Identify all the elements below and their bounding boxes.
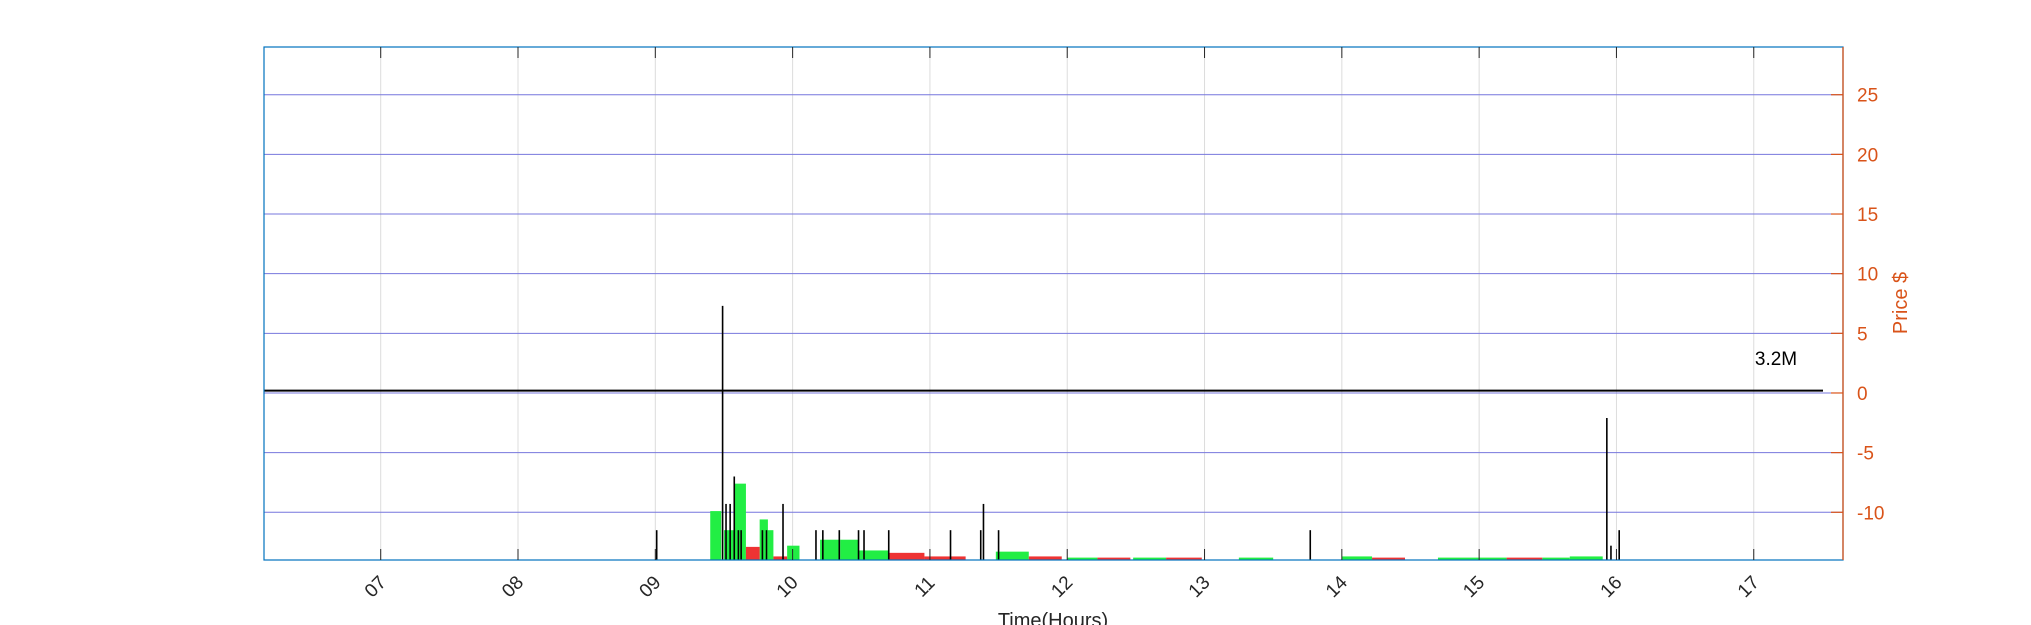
x-tick-label: 14 xyxy=(1322,572,1352,602)
up-volume-bar xyxy=(1569,556,1603,560)
volume-annotation: 3.2M xyxy=(1755,349,1797,370)
up-volume-bar xyxy=(759,519,768,560)
up-volume-bar xyxy=(767,530,774,560)
y-tick-label: 0 xyxy=(1857,384,1868,405)
x-axis-label: Time(Hours) xyxy=(998,610,1108,625)
y-tick-label: 10 xyxy=(1857,265,1878,286)
down-volume-bar xyxy=(1506,557,1543,560)
y-tick-label: 25 xyxy=(1857,86,1878,107)
up-volume-bar xyxy=(1341,556,1373,560)
x-tick-label: 16 xyxy=(1597,572,1627,602)
y-tick-label: -10 xyxy=(1857,503,1884,524)
grid xyxy=(264,47,1843,560)
y-tick-label: 5 xyxy=(1857,324,1868,345)
down-volume-bar xyxy=(1166,557,1202,560)
up-volume-bar xyxy=(840,539,859,560)
y-tick-label: -5 xyxy=(1857,444,1874,465)
up-volume-bar xyxy=(734,483,746,560)
right-y-axis: 25 20 15 10 5 0 -5 -10 xyxy=(1831,47,1884,560)
up-volume-bar xyxy=(1542,557,1570,560)
up-volume-bar xyxy=(710,511,722,560)
x-tick-label: 10 xyxy=(773,572,803,602)
x-tick-label: 13 xyxy=(1185,572,1215,602)
x-tick-label: 11 xyxy=(911,573,940,602)
up-volume-bar xyxy=(1437,557,1507,560)
down-volume-bar xyxy=(888,552,925,560)
up-volume-bar xyxy=(1133,557,1167,560)
up-volume-bar xyxy=(787,545,800,560)
x-tick-label: 12 xyxy=(1047,572,1077,602)
down-volume-bar xyxy=(773,556,788,560)
up-volume-bar xyxy=(858,550,889,560)
up-volume-bar xyxy=(995,551,1029,560)
y-tick-label: 20 xyxy=(1857,145,1878,166)
x-tick-label: 17 xyxy=(1734,572,1764,602)
up-volume-bar xyxy=(1238,557,1274,560)
plot-background xyxy=(264,47,1843,560)
down-volume-bar xyxy=(924,556,966,560)
volume-bars xyxy=(710,483,1603,560)
down-volume-bar xyxy=(745,546,760,560)
x-tick-label: 09 xyxy=(636,572,666,602)
y-tick-label: 15 xyxy=(1857,205,1878,226)
x-tick-label: 08 xyxy=(498,572,528,602)
down-volume-bar xyxy=(1097,557,1131,560)
up-volume-bar xyxy=(820,539,841,560)
y-axis-label: Price $ xyxy=(1890,272,1912,334)
x-tick-label: 15 xyxy=(1459,572,1489,602)
x-tick-label: 07 xyxy=(361,572,391,602)
volume-spikes xyxy=(655,305,1620,560)
down-volume-bar xyxy=(1372,557,1405,560)
down-volume-bar xyxy=(1028,556,1062,560)
up-volume-bar xyxy=(1067,557,1098,560)
